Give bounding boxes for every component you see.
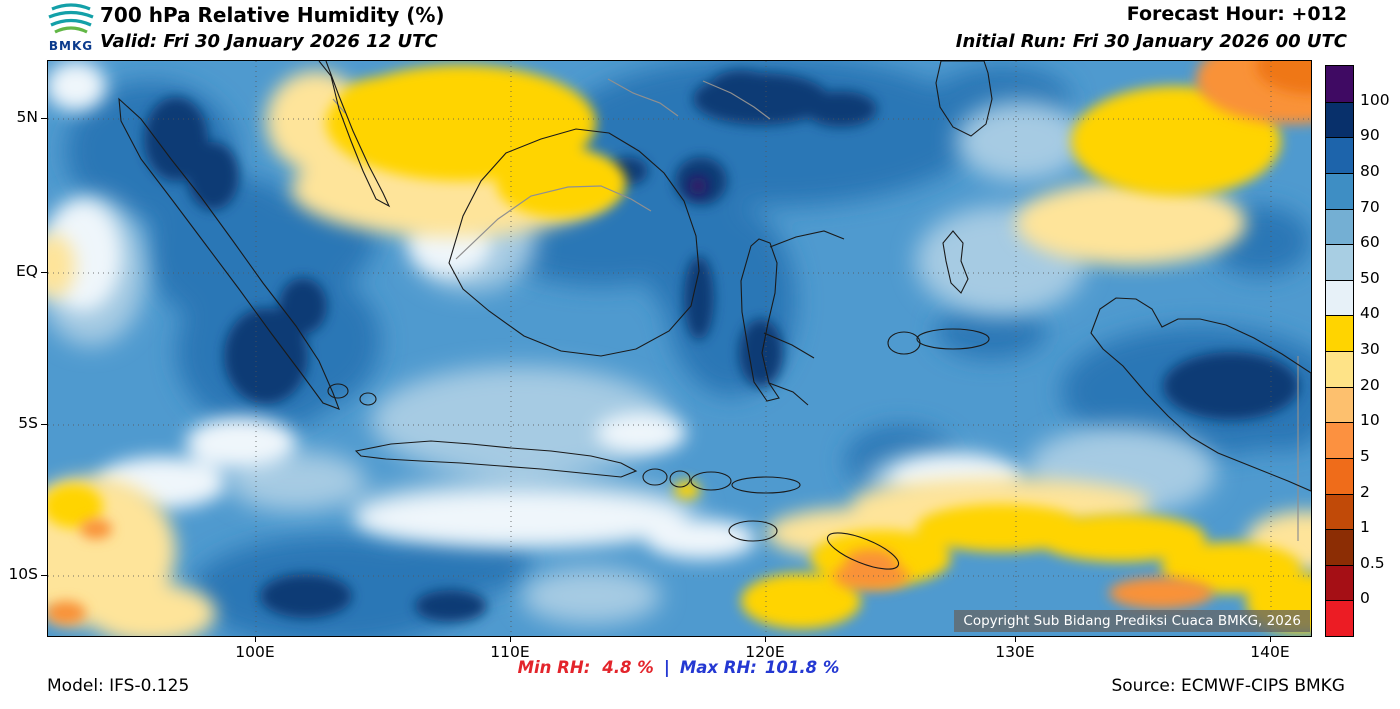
minmax-line: Min RH: 4.8 % | Max RH: 101.8 % — [47, 658, 1310, 677]
colorbar-segment — [1326, 244, 1353, 280]
colorbar-segment — [1326, 279, 1353, 316]
colorbar — [1325, 65, 1354, 637]
colorbar-segment — [1326, 172, 1353, 209]
colorbar-labels: 100 90 80 70 60 50 40 30 20 10 5 2 1 0.5 0 — [1360, 65, 1398, 640]
colorbar-tick-label: 30 — [1360, 340, 1380, 358]
colorbar-tick-label: 0.5 — [1360, 553, 1385, 572]
rh-40-50-areas — [48, 61, 1021, 559]
colorbar-tick-label: 80 — [1360, 161, 1380, 180]
max-rh-value: 101.8 % — [764, 658, 840, 677]
colorbar-tick-label: 70 — [1360, 197, 1380, 216]
colorbar-tick-label: 20 — [1360, 375, 1380, 394]
bmkg-logo: BMKG — [44, 2, 98, 58]
gridlines — [48, 61, 1311, 636]
x-tick-label: 130E — [995, 643, 1035, 661]
map-container: Copyright Sub Bidang Prediksi Cuaca BMKG… — [47, 60, 1312, 637]
colorbar-segment — [1326, 564, 1353, 601]
colorbar-tick-label: 2 — [1360, 482, 1370, 501]
forecast-hour-label: Forecast Hour: +012 — [1126, 3, 1347, 25]
rh-90-100-areas — [144, 70, 1299, 622]
y-tick-mark — [41, 118, 47, 119]
y-tick-label: 5N — [16, 108, 38, 126]
colorbar-segment — [1326, 66, 1353, 102]
colorbar-tick-label: 60 — [1360, 233, 1380, 252]
humidity-map — [48, 61, 1311, 636]
valid-time-label: Valid: Fri 30 January 2026 12 UTC — [100, 31, 438, 52]
y-tick-label: 5S — [18, 414, 38, 432]
colorbar-tick-label: 40 — [1360, 304, 1380, 323]
bmkg-logo-icon — [48, 3, 94, 34]
colorbar-segment — [1326, 101, 1353, 138]
bmkg-logo-text: BMKG — [48, 39, 94, 53]
country-borders — [332, 78, 1299, 541]
x-axis-labels: 100E 110E 120E 130E 140E — [47, 636, 1310, 662]
colorbar-segment — [1326, 529, 1353, 565]
x-tick-mark — [1270, 636, 1271, 642]
rh-5-10-areas — [1256, 61, 1311, 94]
y-tick-label: 10S — [8, 565, 38, 583]
colorbar-tick-label: 5 — [1360, 446, 1370, 465]
minmax-separator: | — [663, 658, 670, 677]
x-tick-label: 140E — [1250, 643, 1290, 661]
colorbar-segment — [1326, 493, 1353, 530]
colorbar-segment — [1326, 457, 1353, 494]
colorbar-segment — [1326, 600, 1353, 636]
colorbar-segment — [1326, 208, 1353, 245]
colorbar-tick-label: 0 — [1360, 589, 1370, 608]
colorbar-segment — [1326, 137, 1353, 173]
model-label: Model: IFS-0.125 — [47, 676, 190, 696]
colorbar-segment — [1326, 386, 1353, 423]
y-tick-mark — [41, 575, 47, 576]
colorbar-segment — [1326, 422, 1353, 458]
y-tick-mark — [41, 424, 47, 425]
page-title: 700 hPa Relative Humidity (%) — [100, 3, 445, 27]
copyright-overlay: Copyright Sub Bidang Prediksi Cuaca BMKG… — [954, 610, 1310, 632]
max-rh-label: Max RH: — [679, 658, 757, 677]
min-rh-label: Min RH: — [517, 658, 591, 677]
x-tick-mark — [510, 636, 511, 642]
x-tick-mark — [255, 636, 256, 642]
coastlines — [118, 61, 1311, 570]
colorbar-tick-label: 1 — [1360, 518, 1370, 537]
min-rh-value: 4.8 % — [602, 658, 654, 677]
x-tick-label: 120E — [745, 643, 785, 661]
initial-run-label: Initial Run: Fri 30 January 2026 00 UTC — [955, 31, 1347, 52]
colorbar-tick-label: 50 — [1360, 268, 1380, 287]
x-tick-label: 110E — [490, 643, 530, 661]
y-tick-mark — [41, 272, 47, 273]
rh-100-plus-spot — [689, 177, 707, 195]
source-label: Source: ECMWF-CIPS BMKG — [1111, 676, 1345, 696]
colorbar-tick-label: 10 — [1360, 411, 1380, 430]
x-tick-label: 100E — [235, 643, 275, 661]
y-axis-labels: 5N EQ 5S 10S — [0, 60, 47, 635]
y-tick-label: EQ — [16, 262, 38, 280]
x-tick-mark — [765, 636, 766, 642]
colorbar-tick-label: 100 — [1360, 90, 1390, 109]
colorbar-segment — [1326, 315, 1353, 351]
colorbar-tick-label: 90 — [1360, 126, 1380, 145]
colorbar-segment — [1326, 351, 1353, 387]
x-tick-mark — [1015, 636, 1016, 642]
